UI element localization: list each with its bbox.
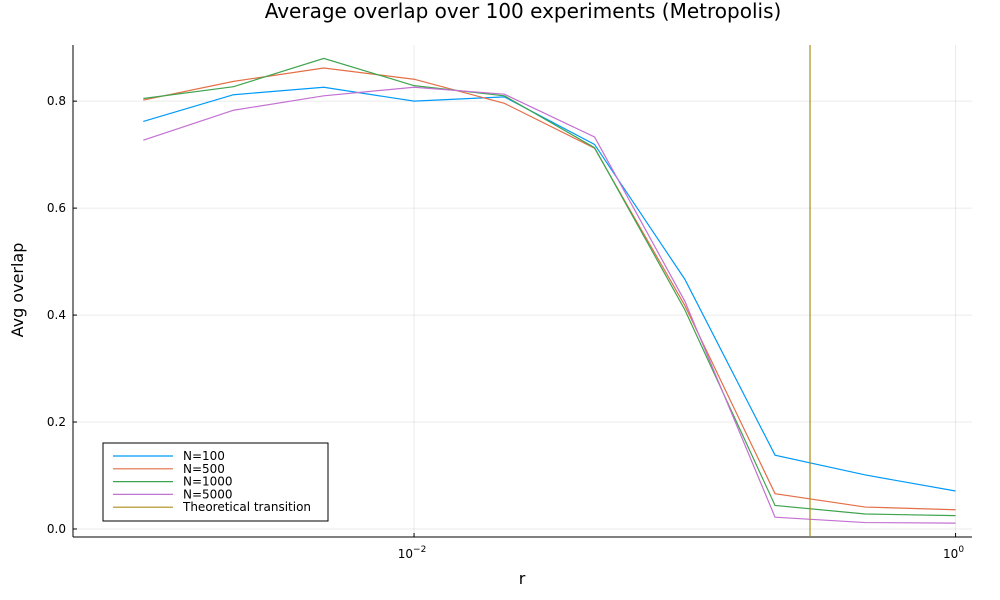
ticks: 0.00.20.40.60.810−2 100 [47, 94, 964, 561]
x-tick-label: 10−2 [398, 545, 427, 561]
y-axis-label: Avg overlap [8, 243, 27, 338]
legend-label: N=500 [183, 462, 225, 476]
x-axis-label: r [519, 569, 526, 588]
y-tick-label: 0.2 [47, 415, 66, 429]
y-tick-label: 0.6 [47, 201, 66, 215]
legend-label: N=1000 [183, 475, 233, 489]
x-tick-base: 10 [943, 547, 958, 561]
legend-label: N=5000 [183, 487, 233, 501]
axes [72, 45, 972, 538]
legend-label: N=100 [183, 449, 225, 463]
x-tick-base: 10 [398, 547, 413, 561]
grid [73, 45, 972, 537]
chart-title: Average overlap over 100 experiments (Me… [265, 0, 782, 23]
series-line-n-100 [143, 86, 956, 492]
legend-label: Theoretical transition [182, 500, 311, 514]
y-tick-label: 0.8 [47, 94, 66, 108]
y-tick-label: 0.4 [47, 308, 66, 322]
series-line-n-500 [143, 67, 956, 511]
series [143, 45, 956, 537]
x-tick-exponent: −2 [413, 545, 426, 555]
y-tick-label: 0.0 [47, 522, 66, 536]
x-tick-exponent: 0 [958, 545, 964, 555]
series-line-n-1000 [143, 57, 956, 517]
series-line-n-5000 [143, 86, 956, 524]
x-tick-label: 100 [943, 545, 964, 561]
